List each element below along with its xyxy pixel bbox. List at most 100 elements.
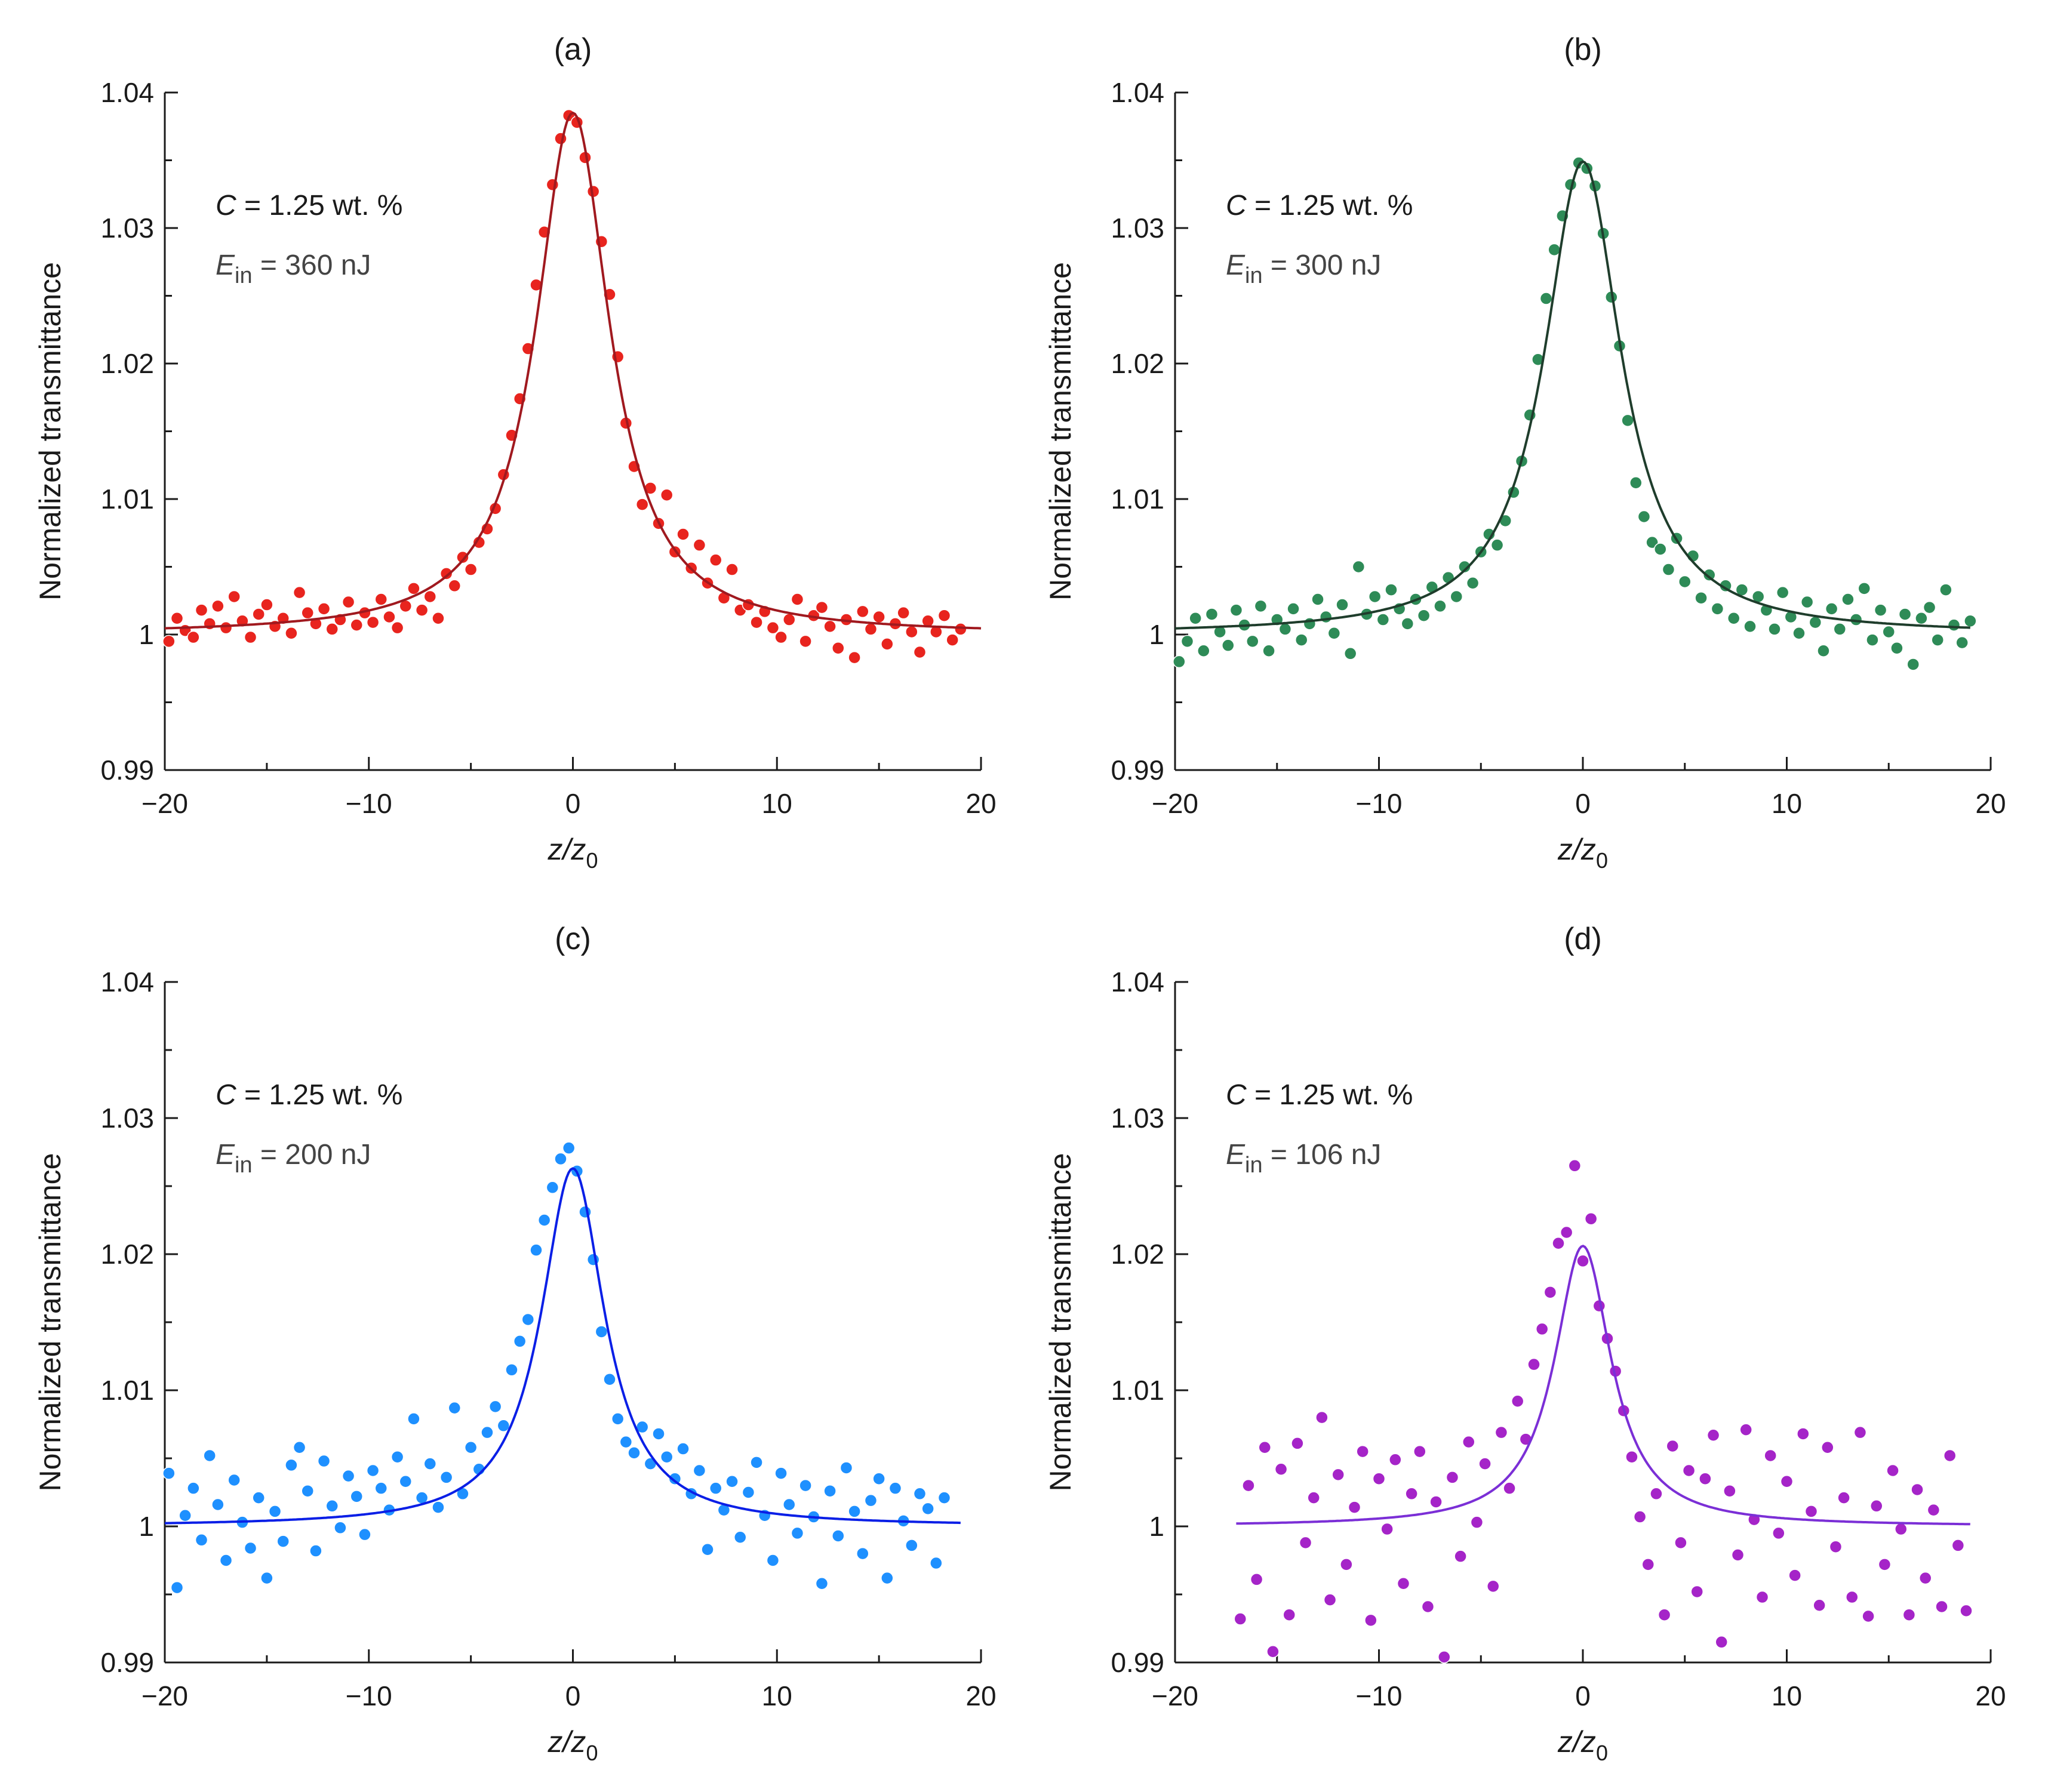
data-point xyxy=(1250,1573,1263,1586)
data-point xyxy=(1274,1462,1288,1476)
y-axis-title: Normalized transmittance xyxy=(33,1153,67,1492)
data-point xyxy=(946,633,959,646)
data-point xyxy=(1894,1522,1908,1536)
data-point xyxy=(603,1373,616,1386)
data-point xyxy=(1727,612,1740,625)
x-tick-label: 10 xyxy=(762,1680,792,1711)
data-point xyxy=(766,1554,780,1567)
data-point xyxy=(537,1214,551,1227)
data-point xyxy=(1674,1536,1687,1550)
data-point xyxy=(750,615,763,629)
chart-panel: 0.99 1 1.01 1.02 1.03 1.04 −20 −10 0 10 20 (c) Norma… xyxy=(33,922,997,1765)
data-point xyxy=(342,1469,355,1483)
data-point xyxy=(309,1544,322,1557)
x-tick-label: −10 xyxy=(1355,1680,1402,1711)
data-point xyxy=(1311,593,1324,606)
data-point xyxy=(921,1502,934,1516)
data-point xyxy=(1527,1357,1540,1371)
data-point xyxy=(1678,575,1692,589)
data-point xyxy=(1809,615,1822,629)
data-point xyxy=(301,1484,314,1498)
data-point xyxy=(1429,1495,1443,1508)
data-point xyxy=(162,1467,176,1480)
data-point xyxy=(464,1441,478,1454)
data-point xyxy=(1242,1479,1255,1492)
data-point xyxy=(1372,1472,1386,1485)
data-point xyxy=(872,1472,885,1485)
data-point xyxy=(832,1529,845,1542)
data-point xyxy=(162,635,176,648)
data-point xyxy=(1535,1322,1549,1336)
data-point xyxy=(1862,1609,1875,1623)
scatter-series xyxy=(1234,1159,1973,1664)
data-point xyxy=(1853,1425,1867,1439)
data-point xyxy=(954,623,967,636)
data-point xyxy=(1927,1503,1941,1517)
data-point xyxy=(179,1509,192,1522)
data-point xyxy=(1266,1645,1280,1658)
data-point xyxy=(1307,1491,1320,1504)
data-point xyxy=(897,606,910,620)
data-point xyxy=(309,617,322,630)
y-tick-label: 1.02 xyxy=(1111,1239,1164,1270)
data-point xyxy=(1886,1464,1899,1477)
data-point xyxy=(1421,1600,1435,1614)
concentration-annotation: C = 1.25 wt. % xyxy=(216,1079,402,1111)
y-tick-label: 1.04 xyxy=(1111,77,1164,108)
data-point xyxy=(774,1467,788,1480)
data-point xyxy=(1829,1540,1843,1553)
data-point xyxy=(1417,609,1431,622)
data-point xyxy=(170,1581,184,1594)
data-point xyxy=(611,1412,625,1425)
data-point xyxy=(660,1450,674,1464)
data-point xyxy=(1376,613,1390,626)
data-point xyxy=(930,1556,943,1570)
data-point xyxy=(1955,636,1969,649)
data-point xyxy=(432,1501,445,1514)
data-point xyxy=(709,1482,722,1495)
data-point xyxy=(521,1313,535,1326)
data-point xyxy=(1923,601,1936,614)
panel-label: (b) xyxy=(1564,32,1602,67)
data-point xyxy=(1352,560,1366,574)
fit-line xyxy=(1236,1245,1970,1526)
data-point xyxy=(366,1464,380,1477)
data-point xyxy=(1797,1427,1810,1440)
data-point xyxy=(799,635,812,648)
data-point xyxy=(546,1181,559,1194)
data-point xyxy=(1438,1651,1451,1664)
x-tick-label: 10 xyxy=(762,788,792,819)
y-tick-label: 1.04 xyxy=(100,966,154,997)
y-tick-label: 1.04 xyxy=(1111,966,1164,997)
data-point xyxy=(1792,626,1806,640)
data-point xyxy=(1229,604,1243,617)
data-point xyxy=(1833,623,1847,636)
y-tick-label: 0.99 xyxy=(1111,1647,1164,1678)
data-point xyxy=(350,1490,363,1503)
data-point xyxy=(937,609,951,622)
data-point xyxy=(268,1505,282,1518)
data-point xyxy=(1682,1464,1696,1477)
data-point xyxy=(1397,1577,1410,1590)
data-point xyxy=(334,1521,347,1535)
data-point xyxy=(1458,560,1471,574)
data-point xyxy=(1711,602,1724,615)
data-point xyxy=(1641,1558,1655,1571)
data-point xyxy=(1348,1501,1361,1514)
data-point xyxy=(774,630,788,644)
data-point xyxy=(1943,1449,1957,1462)
data-point xyxy=(1511,1394,1524,1408)
data-point xyxy=(554,1152,567,1166)
data-point xyxy=(791,593,804,606)
data-point xyxy=(1723,1484,1736,1498)
x-tick-label: 20 xyxy=(1975,788,2006,819)
data-point xyxy=(1331,1468,1345,1482)
data-point xyxy=(1629,476,1643,489)
concentration-annotation: C = 1.25 wt. % xyxy=(1226,1079,1413,1111)
data-point xyxy=(823,1484,837,1498)
data-point xyxy=(1343,647,1357,660)
data-point xyxy=(260,598,273,611)
data-point xyxy=(456,550,469,564)
x-tick-label: −10 xyxy=(346,1680,392,1711)
data-point xyxy=(1776,586,1789,599)
